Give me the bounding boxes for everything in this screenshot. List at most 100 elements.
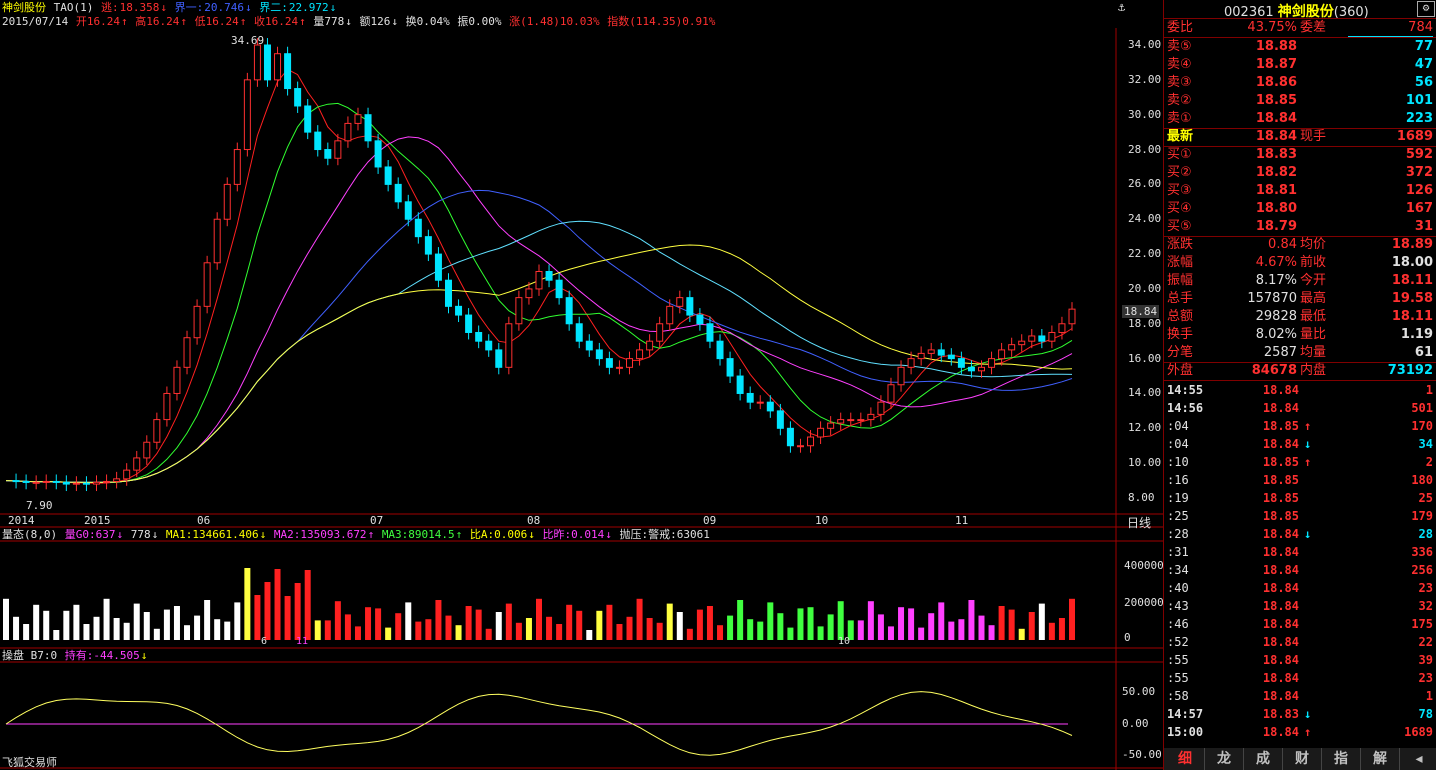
volume-bar xyxy=(304,570,311,640)
tick-price: 18.85 xyxy=(1262,455,1299,469)
tick-row[interactable]: :55 18.84 23 xyxy=(1164,669,1436,687)
candle-body xyxy=(183,337,191,368)
tick-row[interactable]: :43 18.84 32 xyxy=(1164,597,1436,615)
tick-price: 18.85 xyxy=(1262,509,1299,523)
candle-body xyxy=(1018,340,1026,346)
tick-row[interactable]: :04 18.84 ↓ 34 xyxy=(1164,435,1436,453)
tick-volume: 179 xyxy=(1411,509,1433,523)
tick-row[interactable]: :58 18.84 1 xyxy=(1164,687,1436,705)
volume-bar xyxy=(405,602,412,640)
volume-bar xyxy=(626,616,633,640)
tick-row[interactable]: :31 18.84 336 xyxy=(1164,543,1436,561)
stock-code: 002361 xyxy=(1224,5,1274,20)
tick-row[interactable]: 14:55 18.84 1 xyxy=(1164,381,1436,399)
volume-bar xyxy=(596,610,603,640)
vol-marker-6: 6 xyxy=(261,636,268,647)
ask-row[interactable]: 卖① 18.84 223 xyxy=(1164,110,1436,128)
candle-body xyxy=(103,480,111,483)
tick-price: 18.84 xyxy=(1262,527,1299,541)
volume-bar xyxy=(53,630,60,640)
tick-volume: 39 xyxy=(1418,653,1433,667)
anchor-icon[interactable]: ⚓ xyxy=(1118,0,1126,14)
stat-label: 均量 xyxy=(1300,345,1327,360)
tick-price: 18.84 xyxy=(1262,599,1299,613)
tick-row[interactable]: :28 18.84 ↓ 28 xyxy=(1164,525,1436,543)
candle-body xyxy=(243,79,251,151)
tick-row[interactable]: :04 18.85 ↑ 170 xyxy=(1164,417,1436,435)
volume-bar xyxy=(586,630,593,640)
chart-canvas[interactable] xyxy=(0,0,1163,770)
volume-bar xyxy=(536,598,542,640)
tick-row[interactable]: 14:57 18.83 ↓ 78 xyxy=(1164,705,1436,723)
candle-body xyxy=(1058,323,1066,333)
candle-body xyxy=(133,457,141,471)
tick-row[interactable]: :55 18.84 39 xyxy=(1164,651,1436,669)
volume-bar xyxy=(43,610,50,640)
tick-row[interactable]: :19 18.85 25 xyxy=(1164,489,1436,507)
tick-row[interactable]: :25 18.85 179 xyxy=(1164,507,1436,525)
tick-row[interactable]: 14:56 18.84 501 xyxy=(1164,399,1436,417)
bid-row[interactable]: 买⑤ 18.79 31 xyxy=(1164,218,1436,236)
bid-row[interactable]: 买② 18.82 372 xyxy=(1164,164,1436,182)
bid-volume: 126 xyxy=(1405,183,1433,198)
ohlc-date: 2015/07/14 xyxy=(2,15,69,28)
tick-row[interactable]: :16 18.85 180 xyxy=(1164,471,1436,489)
candle-body xyxy=(837,419,845,424)
weibi-value: 43.75% xyxy=(1247,20,1297,35)
stat-value: 8.02% xyxy=(1255,327,1297,342)
candle-body xyxy=(957,358,965,368)
candle-body xyxy=(756,401,764,404)
volume-bar xyxy=(123,622,130,640)
tick-row[interactable]: :52 18.84 22 xyxy=(1164,633,1436,651)
quote-title: 002361 神剑股份(360) xyxy=(1224,1,1369,21)
bid-row[interactable]: 买③ 18.81 126 xyxy=(1164,182,1436,200)
volume-bar xyxy=(415,621,422,640)
tab-dragon[interactable]: 龙 xyxy=(1205,748,1244,770)
ask-row[interactable]: 卖③ 18.86 56 xyxy=(1164,74,1436,92)
candle-body xyxy=(1008,344,1016,351)
tick-row[interactable]: :46 18.84 175 xyxy=(1164,615,1436,633)
ask-row[interactable]: 卖② 18.85 101 xyxy=(1164,92,1436,110)
price-tick: 30.00 xyxy=(1128,107,1162,121)
volume-bar xyxy=(998,606,1005,640)
volume-bar xyxy=(395,613,402,640)
volume-bar xyxy=(1008,609,1015,640)
volume-bar xyxy=(908,608,915,640)
tab-finance[interactable]: 财 xyxy=(1283,748,1322,770)
tick-row[interactable]: :40 18.84 23 xyxy=(1164,579,1436,597)
tab-trades[interactable]: 成 xyxy=(1244,748,1283,770)
period-label[interactable]: 日线 xyxy=(1127,516,1152,530)
ohlc-open: 开16.24 xyxy=(75,15,120,28)
bound2-value: 22.972 xyxy=(288,1,329,14)
candle-body xyxy=(706,323,714,342)
escape-value: 18.358 xyxy=(119,1,160,14)
volume-bar xyxy=(837,601,844,640)
volume-bar xyxy=(234,602,241,640)
inner-value: 73192 xyxy=(1387,363,1433,378)
settings-icon[interactable]: ⚙ xyxy=(1417,1,1435,17)
candle-body xyxy=(656,323,664,342)
candle-body xyxy=(937,349,945,356)
candle-body xyxy=(485,340,493,351)
tick-row[interactable]: :34 18.84 256 xyxy=(1164,561,1436,579)
tab-index[interactable]: 指 xyxy=(1322,748,1361,770)
tick-row[interactable]: :10 18.85 ↑ 2 xyxy=(1164,453,1436,471)
candle-body xyxy=(153,419,161,443)
tick-row[interactable]: 15:00 18.84 ↑ 1689 xyxy=(1164,723,1436,741)
tab-detail[interactable]: 细 xyxy=(1166,748,1205,770)
bid-row[interactable]: 买① 18.83 592 xyxy=(1164,146,1436,164)
price-tick: 28.00 xyxy=(1128,142,1162,156)
ask-row[interactable]: 卖⑤ 18.88 77 xyxy=(1164,38,1436,56)
volume-bar xyxy=(435,600,442,640)
tick-arrow: ↑ xyxy=(1304,419,1312,433)
osc-name: 操盘 B7:0 xyxy=(2,649,58,662)
tab-explain[interactable]: 解 xyxy=(1361,748,1400,770)
volume-bar xyxy=(334,601,341,640)
tick-volume: 180 xyxy=(1411,473,1433,487)
bid-row[interactable]: 买④ 18.80 167 xyxy=(1164,200,1436,218)
ask-row[interactable]: 卖④ 18.87 47 xyxy=(1164,56,1436,74)
bid-price: 18.79 xyxy=(1255,219,1297,234)
stat-row: 涨幅 4.67% 前收 18.00 xyxy=(1164,254,1436,272)
volume-header: 量态(8,0) 量G0:637↓ 778↓ MA1:134661.406↓ MA… xyxy=(2,528,710,541)
tab-more[interactable]: ◂ xyxy=(1415,751,1423,767)
